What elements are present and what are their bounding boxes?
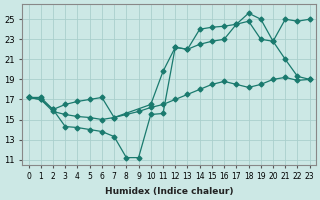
X-axis label: Humidex (Indice chaleur): Humidex (Indice chaleur)	[105, 187, 233, 196]
